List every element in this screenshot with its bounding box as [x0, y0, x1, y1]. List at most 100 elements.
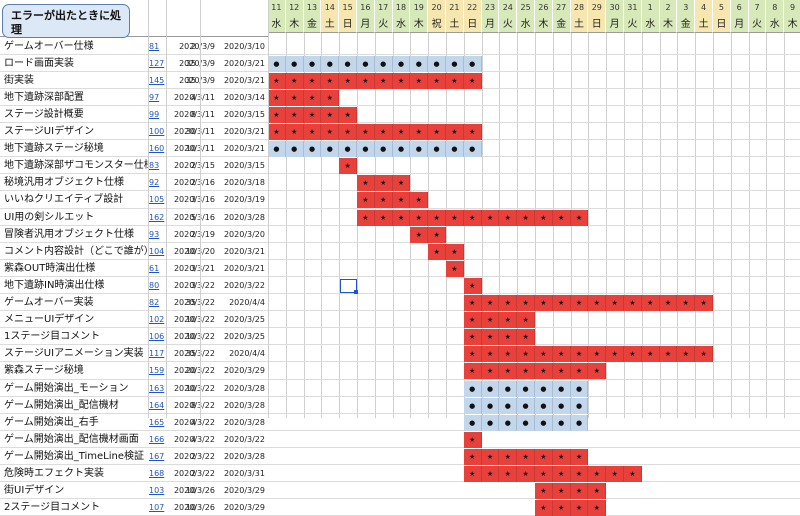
- task-end-date[interactable]: 2020/3/21: [223, 75, 265, 85]
- gantt-dot-cell[interactable]: ●: [535, 397, 553, 414]
- task-start-date[interactable]: 2020/3/22: [173, 451, 215, 461]
- task-start-date[interactable]: 2020/3/16: [173, 178, 215, 188]
- task-days[interactable]: 2: [190, 41, 196, 51]
- gantt-star-cell[interactable]: ★: [570, 209, 589, 226]
- gantt-star-cell[interactable]: ★: [392, 192, 411, 209]
- gantt-dot-cell[interactable]: ●: [552, 397, 571, 414]
- gantt-star-cell[interactable]: ★: [410, 192, 429, 209]
- gantt-star-cell[interactable]: ★: [446, 72, 464, 89]
- gantt-star-cell[interactable]: ★: [481, 312, 500, 329]
- task-end-date[interactable]: 2020/3/10: [223, 41, 265, 51]
- gantt-star-cell[interactable]: ★: [428, 124, 446, 141]
- gantt-star-cell[interactable]: ★: [659, 295, 678, 312]
- gantt-star-cell[interactable]: ★: [606, 466, 624, 483]
- task-name[interactable]: 1ステージ目コメント: [4, 331, 101, 343]
- gantt-star-cell[interactable]: ★: [499, 346, 518, 363]
- task-days[interactable]: 5: [190, 212, 196, 222]
- gantt-dot-cell[interactable]: ●: [428, 55, 446, 72]
- task-name[interactable]: ゲームオーバー実装: [4, 297, 94, 308]
- gantt-star-cell[interactable]: ★: [552, 500, 571, 516]
- gantt-star-cell[interactable]: ★: [499, 312, 518, 329]
- gantt-dot-cell[interactable]: ●: [552, 414, 571, 431]
- gantt-dot-cell[interactable]: ●: [446, 55, 464, 72]
- task-days[interactable]: 20: [185, 366, 196, 376]
- task-days[interactable]: 3: [190, 195, 196, 205]
- gantt-star-cell[interactable]: ★: [392, 72, 411, 89]
- gantt-star-cell[interactable]: ★: [552, 448, 571, 465]
- task-end-date[interactable]: 2020/3/14: [223, 92, 265, 102]
- task-start-date[interactable]: 2020/3/26: [173, 486, 215, 496]
- gantt-star-cell[interactable]: ★: [357, 192, 375, 209]
- gantt-star-cell[interactable]: ★: [481, 209, 500, 226]
- task-id-link[interactable]: 81: [149, 41, 160, 51]
- gantt-dot-cell[interactable]: ●: [321, 55, 340, 72]
- task-end-date[interactable]: 2020/3/21: [223, 127, 265, 136]
- task-start-date[interactable]: 2020/3/16: [173, 212, 215, 222]
- gantt-dot-cell[interactable]: ●: [552, 380, 571, 397]
- task-end-date[interactable]: 2020/3/28: [223, 383, 265, 393]
- task-id-link[interactable]: 93: [149, 229, 160, 239]
- gantt-star-cell[interactable]: ★: [339, 72, 357, 89]
- task-id-link[interactable]: 100: [149, 127, 165, 136]
- task-name[interactable]: ゲーム開始演出_配信機材: [4, 399, 119, 411]
- gantt-star-cell[interactable]: ★: [641, 346, 660, 363]
- task-start-date[interactable]: 2020/3/22: [173, 298, 215, 307]
- task-start-date[interactable]: 2020/3/9: [179, 75, 215, 85]
- gantt-star-cell[interactable]: ★: [499, 295, 518, 312]
- gantt-star-cell[interactable]: ★: [588, 363, 607, 380]
- task-name[interactable]: コメント内容設計（どこで誰が）: [4, 245, 148, 257]
- gantt-dot-cell[interactable]: ●: [268, 55, 286, 72]
- gantt-star-cell[interactable]: ★: [624, 466, 642, 483]
- gantt-dot-cell[interactable]: ●: [517, 414, 535, 431]
- gantt-star-cell[interactable]: ★: [303, 124, 322, 141]
- task-start-date[interactable]: 2020/3/20: [173, 246, 215, 256]
- task-name[interactable]: 街実装: [4, 74, 34, 86]
- gantt-star-cell[interactable]: ★: [517, 295, 535, 312]
- task-days[interactable]: 35: [185, 298, 196, 307]
- gantt-dot-cell[interactable]: ●: [410, 55, 429, 72]
- gantt-dot-cell[interactable]: ●: [570, 397, 589, 414]
- task-start-date[interactable]: 2020/3/16: [173, 195, 215, 205]
- task-days[interactable]: 10: [185, 383, 196, 393]
- gantt-dot-cell[interactable]: ●: [481, 397, 500, 414]
- gantt-star-cell[interactable]: ★: [463, 431, 482, 448]
- gantt-star-cell[interactable]: ★: [535, 483, 553, 500]
- task-end-date[interactable]: 2020/3/29: [223, 486, 265, 496]
- gantt-star-cell[interactable]: ★: [517, 346, 535, 363]
- gantt-dot-cell[interactable]: ●: [285, 55, 304, 72]
- task-start-date[interactable]: 2020/3/22: [173, 400, 215, 410]
- task-start-date[interactable]: 2020/3/21: [173, 263, 215, 273]
- gantt-star-cell[interactable]: ★: [606, 295, 624, 312]
- task-name[interactable]: 紫森ステージ秘境: [4, 365, 84, 377]
- gantt-dot-cell[interactable]: ●: [463, 414, 482, 431]
- task-end-date[interactable]: 2020/3/31: [223, 469, 265, 478]
- gantt-star-cell[interactable]: ★: [357, 72, 375, 89]
- gantt-star-cell[interactable]: ★: [535, 363, 553, 380]
- task-end-date[interactable]: 2020/3/19: [223, 195, 265, 205]
- gantt-dot-cell[interactable]: ●: [481, 380, 500, 397]
- gantt-star-cell[interactable]: ★: [392, 124, 411, 141]
- gantt-star-cell[interactable]: ★: [463, 72, 482, 89]
- task-name[interactable]: ゲーム開始演出_TimeLine検証: [4, 450, 145, 462]
- gantt-dot-cell[interactable]: ●: [303, 55, 322, 72]
- gantt-star-cell[interactable]: ★: [588, 466, 607, 483]
- gantt-star-cell[interactable]: ★: [285, 72, 304, 89]
- task-name[interactable]: 秘境汎用オブジェクト仕様: [4, 177, 124, 189]
- task-id-link[interactable]: 61: [149, 263, 160, 273]
- task-start-date[interactable]: 2020/3/22: [173, 349, 215, 359]
- gantt-star-cell[interactable]: ★: [463, 466, 482, 483]
- task-id-link[interactable]: 160: [149, 144, 165, 154]
- task-start-date[interactable]: 2020/3/26: [173, 503, 215, 513]
- task-days[interactable]: 2: [190, 229, 196, 239]
- task-end-date[interactable]: 2020/3/28: [223, 451, 265, 461]
- task-id-link[interactable]: 104: [149, 246, 165, 256]
- task-name[interactable]: 地下遺跡深部ザコモンスター仕様: [4, 160, 148, 172]
- gantt-dot-cell[interactable]: ●: [357, 141, 375, 158]
- gantt-star-cell[interactable]: ★: [481, 329, 500, 346]
- gantt-star-cell[interactable]: ★: [463, 277, 482, 294]
- gantt-star-cell[interactable]: ★: [517, 312, 535, 329]
- gantt-star-cell[interactable]: ★: [463, 124, 482, 141]
- task-start-date[interactable]: 2020/3/22: [173, 383, 215, 393]
- task-name[interactable]: 地下遺跡深部配置: [4, 91, 84, 103]
- gantt-star-cell[interactable]: ★: [285, 124, 304, 141]
